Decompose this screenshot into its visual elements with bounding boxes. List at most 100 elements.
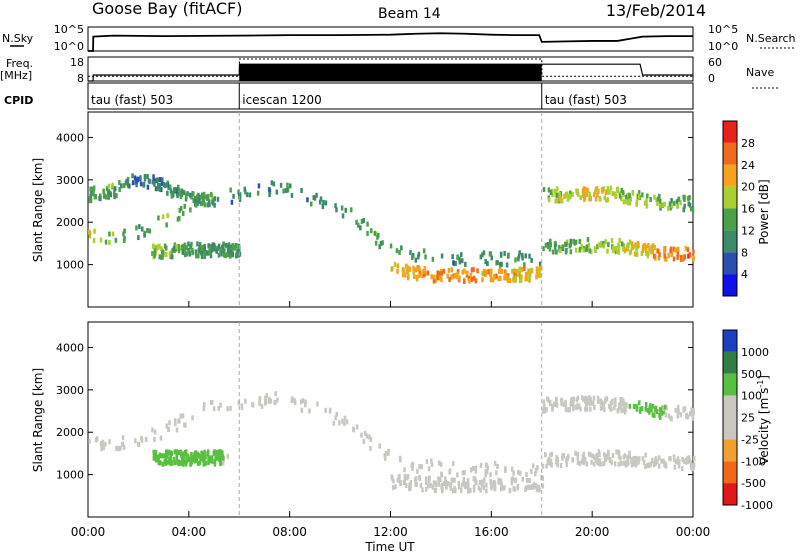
range-cell-0-67 [503,250,506,256]
range-cell-3-151 [503,275,506,281]
range-cell-1-60 [165,182,169,188]
range-cell-1-156 [166,453,169,459]
range-cell-0-144 [104,441,107,447]
range-cell-0-6 [335,411,338,417]
range-cell-4-128 [555,397,558,403]
range-cell-1-107 [170,193,174,199]
range-cell-1-95 [139,181,143,187]
range-cell-5-40 [603,195,606,201]
range-cell-4-131 [572,396,575,402]
range-cell-5-127 [549,189,553,195]
range-cell-1-87 [143,173,147,179]
range-cell-0-100 [174,421,177,427]
range-cell-1-52 [161,453,165,459]
range-cell-0-28 [403,467,406,473]
range-cell-3-3 [582,451,586,457]
range-cell-0-78 [510,466,514,472]
range-cell-3-83 [401,267,405,273]
range-cell-2-122 [229,253,232,259]
range-cell-3-84 [406,275,410,281]
range-cell-4-48 [679,412,682,418]
range-cell-4-91 [596,395,600,401]
range-cell-3-53 [538,272,542,278]
nave-label: Nave [746,66,774,79]
range-cell-1-126 [107,189,111,195]
colorbar-tick-label: -1000 [741,499,773,512]
range-cell-0-39 [310,201,313,207]
range-cell-5-30 [655,197,658,203]
range-cell-0-34 [92,238,96,244]
range-cell-5-5 [556,186,559,192]
range-cell-3-58 [489,277,493,283]
range-cell-0-156 [448,468,452,474]
range-cell-2-118 [201,249,205,254]
range-cell-4-91 [582,247,585,253]
range-cell-0-78 [157,215,160,221]
range-cell-2-90 [200,250,203,256]
range-cell-4-157 [645,250,648,256]
y-tick-label: 3000 [56,174,84,187]
range-cell-1-159 [109,192,113,198]
range-cell-3-151 [606,454,610,460]
range-cell-0-93 [343,415,347,421]
range-cell-1-100 [105,194,108,200]
range-cell-5-87 [690,206,693,212]
range-cell-2-144 [403,478,406,484]
range-cell-4-134 [635,252,639,258]
range-cell-5-66 [571,191,574,197]
range-cell-3-32 [598,452,601,457]
range-cell-4-92 [652,253,656,259]
range-cell-4-123 [677,409,680,415]
range-cell-4-60 [646,408,650,413]
range-cell-1-99 [143,176,147,182]
range-cell-4-145 [569,401,572,407]
range-cell-2-112 [177,248,181,254]
range-cell-0-142 [88,230,92,236]
range-cell-1-145 [176,459,179,465]
range-cell-1-54 [122,183,126,189]
colorbar-tick-label: 500 [741,368,762,381]
range-cell-0-81 [134,438,137,444]
range-cell-0-75 [368,434,371,440]
range-cell-1-24 [179,191,182,197]
range-cell-3-94 [688,458,691,464]
range-cell-4-41 [587,242,591,248]
range-cell-4-80 [672,256,676,262]
range-cell-2-42 [209,253,213,259]
range-cell-1-124 [167,449,171,455]
range-cell-2-91 [183,246,186,252]
range-cell-0-83 [230,199,234,205]
range-cell-3-111 [644,463,647,469]
range-cell-3-98 [690,464,693,470]
range-cell-4-38 [665,256,668,262]
range-cell-3-150 [447,267,451,273]
range-cell-0-85 [328,408,332,414]
noise-series [88,32,693,52]
range-cell-2-74 [489,478,492,484]
range-cell-0-128 [178,215,181,221]
range-cell-5-27 [627,195,630,201]
range-cell-3-89 [662,458,665,464]
range-cell-4-140 [549,401,552,407]
x-tick-label: 20:00 [575,525,610,539]
range-cell-1-142 [211,200,215,206]
range-cell-0-14 [316,401,319,407]
colorbar-tick-label: 8 [741,246,748,259]
range-cell-1-91 [218,457,221,462]
range-cell-2-156 [472,484,476,490]
range-cell-3-102 [489,269,492,275]
range-cell-0-127 [173,418,177,424]
range-cell-0-105 [505,262,509,268]
range-cell-4-81 [624,407,627,412]
range-cell-0-157 [411,466,414,472]
range-cell-1-85 [177,190,181,196]
range-cell-4-147 [663,253,666,259]
range-cell-3-156 [466,270,469,276]
range-cell-2-19 [215,248,219,254]
range-cell-3-148 [583,457,587,462]
range-cell-2-148 [534,482,538,488]
range-cell-3-57 [693,456,696,462]
range-cell-5-92 [675,199,679,205]
range-cell-0-74 [383,453,387,458]
range-cell-2-158 [444,480,448,486]
